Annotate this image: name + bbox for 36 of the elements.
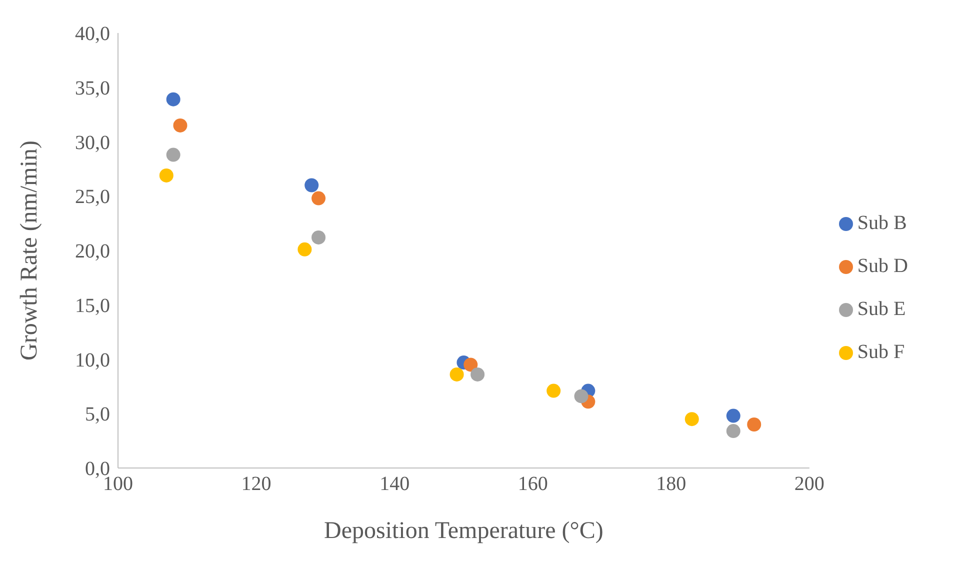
point (464, 358, 478, 372)
point (546, 384, 561, 398)
point (312, 191, 326, 206)
point (159, 168, 174, 182)
point (304, 178, 319, 192)
x-tick-label: 200 (794, 473, 824, 496)
point (450, 367, 464, 382)
y-tick-label: 25,0 (75, 186, 110, 208)
y-tick-label: 15,0 (75, 294, 110, 317)
y-tick-label: 40,0 (75, 23, 110, 46)
legend-label: Sub D (857, 255, 908, 277)
x-tick-label: 140 (380, 473, 410, 496)
point (726, 424, 740, 438)
legend-label: Sub F (857, 341, 905, 363)
point (312, 230, 326, 244)
y-tick-label: 20,0 (75, 240, 110, 263)
y-axis-title: Growth Rate (nm/min) (16, 140, 43, 360)
x-tick-label: 180 (656, 473, 686, 496)
point (298, 242, 312, 256)
point (173, 118, 188, 132)
point (747, 418, 762, 432)
y-tick-label: 35,0 (75, 77, 110, 100)
point (166, 92, 180, 106)
x-axis-title: Deposition Temperature (°C) (324, 518, 604, 544)
point (726, 408, 740, 423)
x-tick-label: 160 (518, 473, 548, 496)
y-tick-label: 10,0 (75, 349, 110, 372)
point (574, 389, 588, 404)
x-tick-label: 120 (241, 473, 272, 496)
point (470, 367, 485, 382)
y-tick-label: 5,0 (85, 404, 110, 426)
legend-label: Sub E (857, 298, 906, 320)
y-tick-label: 30,0 (75, 132, 110, 154)
point (166, 148, 180, 162)
legend-label: Sub B (857, 212, 907, 234)
point (684, 412, 699, 426)
